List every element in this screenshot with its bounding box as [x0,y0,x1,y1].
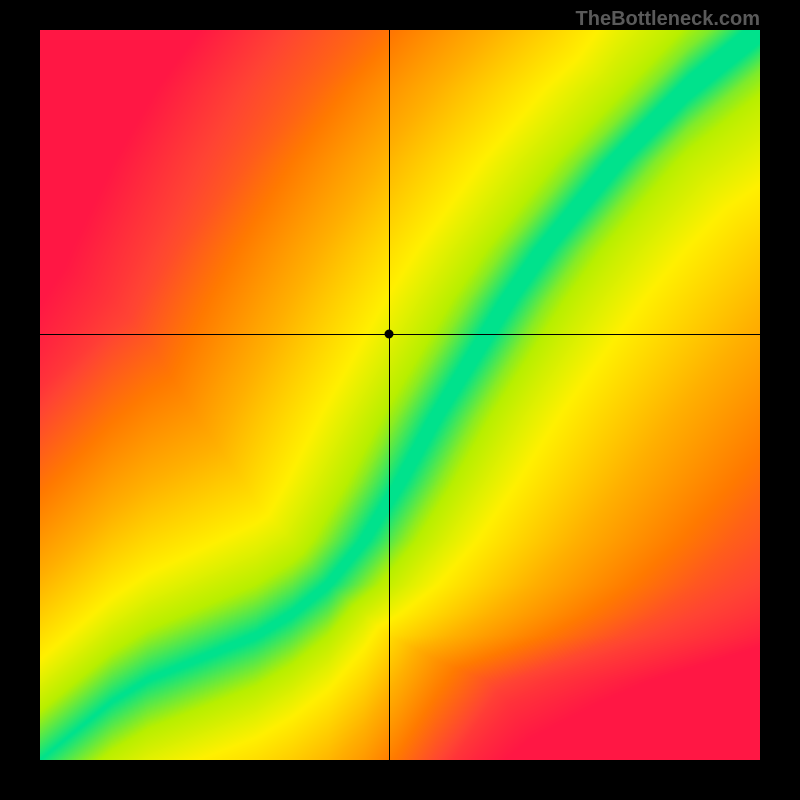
watermark-label: TheBottleneck.com [576,8,760,31]
crosshair-horizontal [40,334,760,335]
crosshair-marker [385,330,394,339]
heatmap-canvas [40,30,760,760]
crosshair-vertical [389,30,390,760]
heatmap-plot [40,30,760,760]
